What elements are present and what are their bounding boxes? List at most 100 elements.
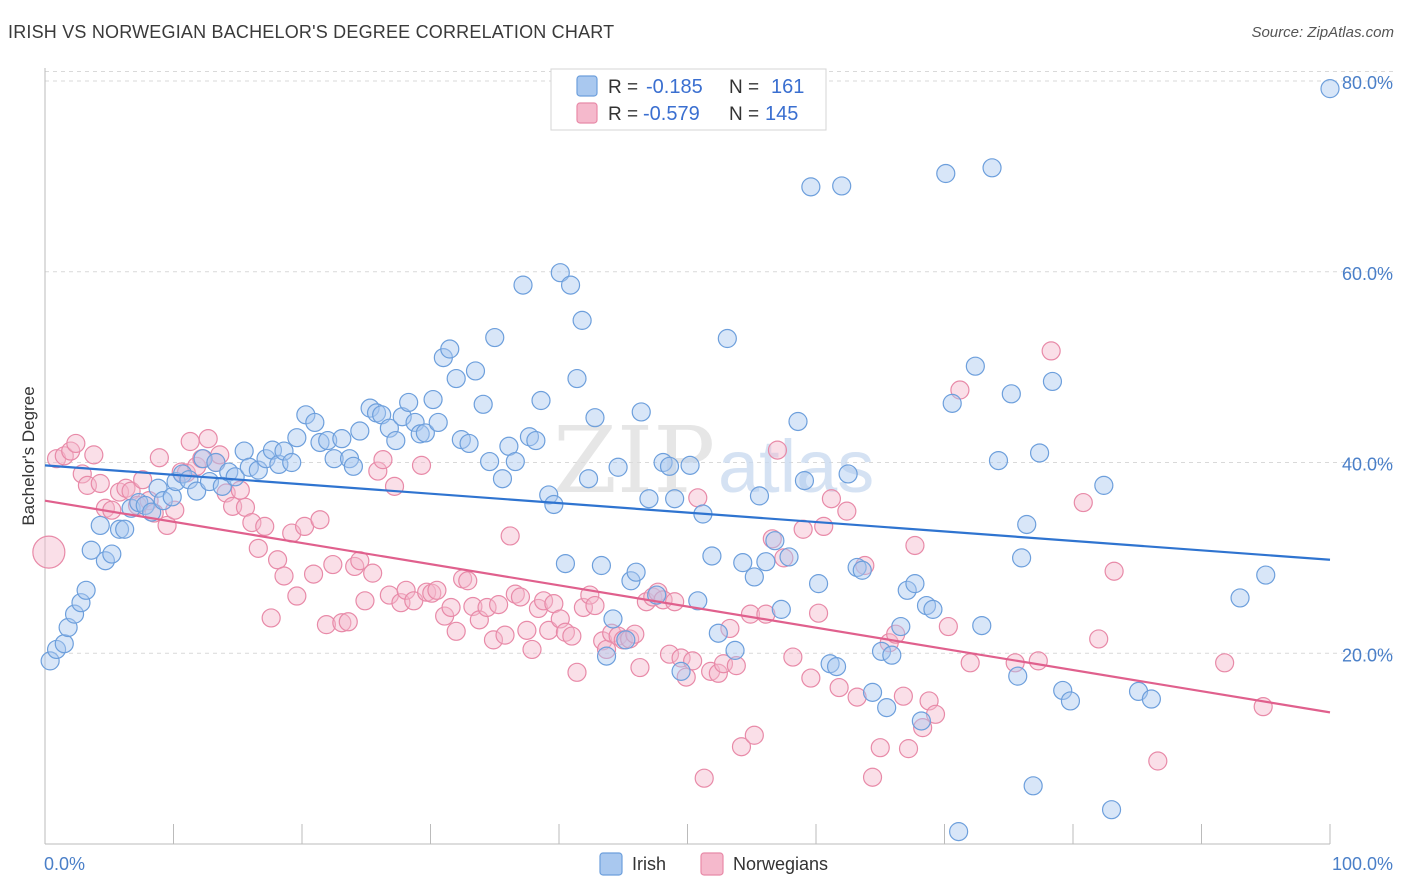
irish-point [399, 392, 419, 413]
irish-point [905, 574, 925, 594]
norwegians-point [659, 644, 680, 664]
irish-point [744, 567, 764, 587]
chart-title: IRISH VS NORWEGIAN BACHELOR'S DEGREE COR… [8, 22, 615, 42]
norwegians-point [363, 563, 383, 583]
irish-point [423, 389, 443, 410]
irish-point [305, 412, 325, 433]
irish-point [702, 546, 722, 566]
norwegians-point [862, 767, 883, 787]
irish-point [923, 599, 943, 619]
irish-point [465, 361, 486, 381]
irish-point [544, 494, 564, 515]
stats-legend: R = -0.185 N = 161 R = -0.579 N = 145 [550, 68, 827, 131]
bottom-legend: Irish Norwegians [599, 852, 828, 876]
norwegians-point [373, 450, 393, 470]
y-tick-label: 40.0% [1342, 455, 1393, 475]
norwegians-point [242, 512, 262, 533]
norwegians-point [84, 445, 104, 465]
irish-point [40, 651, 60, 671]
irish-point [862, 682, 883, 702]
irish-point [616, 630, 636, 650]
irish-n-label: N = [729, 77, 759, 98]
norwegians-point [731, 737, 752, 757]
norwegians-point [505, 584, 525, 604]
norwegians-point [829, 677, 849, 698]
y-tick-label: 20.0% [1342, 645, 1393, 665]
norwegians-point [495, 625, 515, 645]
irish-point [71, 593, 91, 613]
norwegians-point [893, 686, 913, 706]
watermark-zip: ZIP [553, 407, 715, 514]
irish-point [505, 451, 525, 472]
norwegians-point [458, 571, 478, 591]
norwegians-point [255, 516, 275, 537]
irish-point [287, 428, 307, 448]
norwegians-point [517, 620, 537, 640]
irish-point [826, 657, 847, 677]
norwegians-point [898, 739, 919, 759]
irish-point [1029, 443, 1050, 463]
norwegians-point [847, 687, 867, 707]
norwegians-point [338, 612, 358, 632]
irish-point [911, 711, 931, 731]
irish-point [513, 275, 533, 295]
norwegians-point [510, 587, 531, 607]
x-tick-label: 0.0% [44, 854, 85, 874]
irish-point [1101, 800, 1122, 820]
norwegians-point [483, 630, 504, 650]
norwegians-point [427, 580, 447, 600]
irish-point [428, 412, 448, 433]
norwegians-point [489, 595, 509, 615]
norwegians-legend-swatch [576, 102, 598, 124]
irish-point [788, 411, 808, 432]
irish-point [808, 574, 829, 594]
norwegians-point [310, 510, 330, 530]
irish-point [982, 158, 1002, 178]
irish-point [332, 429, 352, 449]
irish-point [708, 623, 728, 643]
norwegians-point [422, 583, 442, 603]
norwegians-point [1104, 561, 1124, 581]
irish-point [567, 368, 587, 389]
irish-points [40, 79, 1340, 842]
irish-point [725, 640, 745, 660]
irish-point [379, 418, 399, 438]
irish-point [838, 464, 858, 484]
irish-point [882, 645, 902, 665]
norwegians-point [267, 550, 288, 570]
norwegians-point [905, 535, 925, 556]
norwegians-point [500, 526, 520, 546]
norwegians-point [630, 657, 650, 678]
norwegians-point [121, 481, 141, 501]
norwegians-point [133, 470, 153, 490]
irish-point [350, 421, 370, 441]
norwegians-point [1041, 341, 1061, 361]
irish-point [234, 441, 254, 461]
irish-point [891, 616, 911, 637]
irish-point [193, 449, 213, 469]
irish-point [936, 163, 956, 184]
irish-point [485, 327, 505, 348]
norwegians-point [248, 538, 268, 558]
irish-bottom-swatch [599, 852, 623, 876]
irish-legend-swatch [576, 75, 598, 97]
norwegians-r-label: R = [608, 104, 638, 125]
irish-point [76, 580, 96, 600]
irish-point [343, 456, 363, 476]
irish-point [560, 275, 581, 295]
irish-point [90, 515, 110, 536]
irish-point [1011, 548, 1032, 568]
norwegians-point [665, 592, 685, 612]
norwegians-point [522, 639, 542, 660]
irish-point [639, 489, 659, 509]
norwegians-point [323, 554, 343, 575]
irish-point [386, 430, 406, 451]
norwegians-point [676, 667, 696, 687]
norwegians-point [821, 489, 842, 509]
irish-point [206, 452, 226, 473]
irish-point [318, 430, 338, 451]
norwegians-n-value: 145 [765, 103, 798, 125]
norwegians-point [287, 586, 307, 606]
irish-point [765, 531, 785, 551]
